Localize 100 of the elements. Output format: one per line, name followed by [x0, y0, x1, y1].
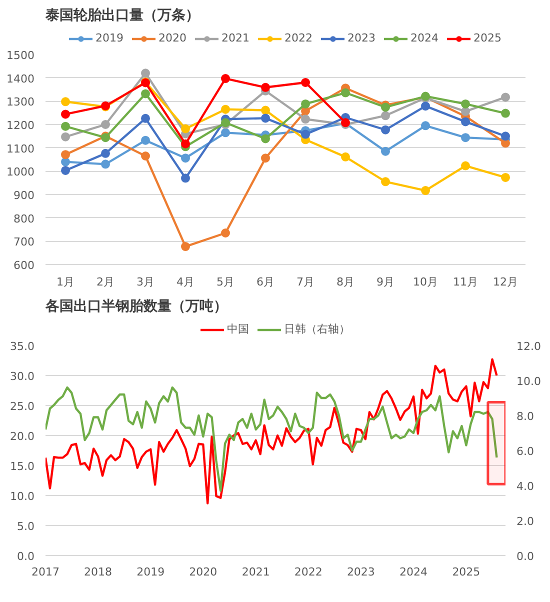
- point: [141, 114, 150, 123]
- legend-label: 2020: [158, 32, 186, 44]
- point: [141, 136, 150, 145]
- y-tick-label: 1000: [6, 166, 35, 179]
- y-tick-label: 1500: [6, 49, 35, 62]
- y-tick-label: 1100: [6, 142, 35, 156]
- point: [61, 97, 70, 106]
- y-tick-label: 1200: [6, 119, 35, 132]
- chart-title: 各国出口半钢胎数量（万吨）: [44, 298, 228, 314]
- legend-label: 日韩（右轴）: [284, 322, 350, 336]
- y-tick-label: 700: [14, 236, 35, 249]
- x-tick-label: 8月: [336, 276, 354, 288]
- x-tick-label: 2022: [294, 566, 322, 578]
- point: [421, 102, 430, 111]
- y2-tick-label: 12.0: [516, 340, 541, 353]
- point: [501, 108, 510, 118]
- point: [141, 89, 150, 98]
- y-tick-label: 30.0: [10, 370, 35, 383]
- point: [101, 160, 110, 169]
- point: [461, 133, 470, 142]
- x-tick-label: 4月: [176, 276, 194, 288]
- x-tick-label: 5月: [216, 276, 234, 288]
- y-tick-label: 0.0: [17, 550, 35, 563]
- point: [181, 124, 190, 134]
- y-tick-label: 20.0: [10, 430, 35, 443]
- y-tick-label: 25.0: [10, 400, 35, 413]
- x-tick-label: 2019: [136, 566, 165, 578]
- point: [461, 99, 470, 108]
- y-tick-label: 900: [14, 189, 35, 202]
- point: [261, 134, 270, 144]
- point: [141, 152, 150, 160]
- point: [101, 148, 110, 158]
- x-tick-label: 2020: [189, 566, 218, 578]
- point: [61, 132, 70, 142]
- y-tick-label: 10.0: [10, 490, 35, 503]
- legend-label: 2025: [474, 32, 502, 44]
- y2-tick-label: 0.0: [516, 550, 534, 563]
- y2-tick-label: 2.0: [516, 515, 534, 528]
- point: [501, 92, 510, 102]
- point: [61, 150, 70, 160]
- point: [61, 122, 70, 131]
- point: [461, 106, 470, 116]
- point: [141, 68, 150, 78]
- point: [421, 121, 430, 130]
- x-tick-label: 2017: [32, 566, 60, 578]
- point: [381, 111, 390, 120]
- x-tick-label: 6月: [256, 276, 274, 288]
- chart-title: 泰国轮胎出口量（万条）: [44, 8, 200, 24]
- y-tick-label: 5.0: [17, 520, 35, 533]
- point: [341, 152, 350, 162]
- legend-label: 2024: [410, 32, 438, 44]
- x-tick-label: 10月: [413, 276, 438, 288]
- y-tick-label: 35.0: [10, 340, 35, 353]
- point: [181, 174, 190, 183]
- legend-label: 2022: [284, 32, 312, 44]
- point: [221, 228, 230, 238]
- y2-tick-label: 6.0: [516, 445, 534, 458]
- y-tick-label: 600: [14, 259, 35, 272]
- x-tick-label: 2月: [96, 276, 114, 288]
- point: [101, 120, 110, 129]
- point: [381, 146, 390, 156]
- point: [461, 161, 470, 170]
- x-tick-label: 3月: [136, 276, 154, 288]
- point: [421, 186, 430, 196]
- x-tick-label: 2025: [452, 566, 480, 578]
- y-tick-label: 800: [14, 212, 35, 226]
- y2-tick-label: 8.0: [516, 410, 534, 423]
- y-tick-label: 15.0: [10, 460, 35, 473]
- point: [61, 166, 70, 175]
- x-tick-label: 2024: [400, 566, 428, 578]
- point: [381, 177, 390, 186]
- y-tick-label: 1300: [6, 96, 35, 109]
- x-tick-label: 11月: [453, 276, 478, 288]
- x-tick-label: 2018: [84, 566, 112, 578]
- point: [221, 74, 230, 84]
- y2-tick-label: 4.0: [516, 480, 534, 493]
- x-tick-label: 7月: [296, 276, 314, 288]
- point: [261, 114, 270, 123]
- x-tick-label: 2021: [242, 566, 270, 578]
- point: [461, 117, 470, 126]
- x-tick-label: 2023: [346, 566, 375, 578]
- line-series: [46, 386, 498, 492]
- point: [181, 139, 190, 148]
- x-tick-label: 9月: [376, 276, 394, 288]
- legend-label: 2019: [96, 32, 124, 44]
- point: [261, 154, 270, 163]
- point: [301, 130, 310, 139]
- point: [501, 132, 510, 141]
- point: [221, 128, 230, 138]
- point: [221, 104, 230, 114]
- point: [261, 106, 270, 115]
- point: [501, 172, 510, 182]
- y-tick-label: 1400: [6, 72, 35, 86]
- point: [61, 110, 70, 119]
- point: [301, 99, 310, 108]
- point: [301, 78, 310, 87]
- point: [341, 88, 350, 98]
- legend-label: 2021: [222, 32, 250, 44]
- legend-label: 2023: [348, 32, 376, 44]
- point: [181, 242, 190, 252]
